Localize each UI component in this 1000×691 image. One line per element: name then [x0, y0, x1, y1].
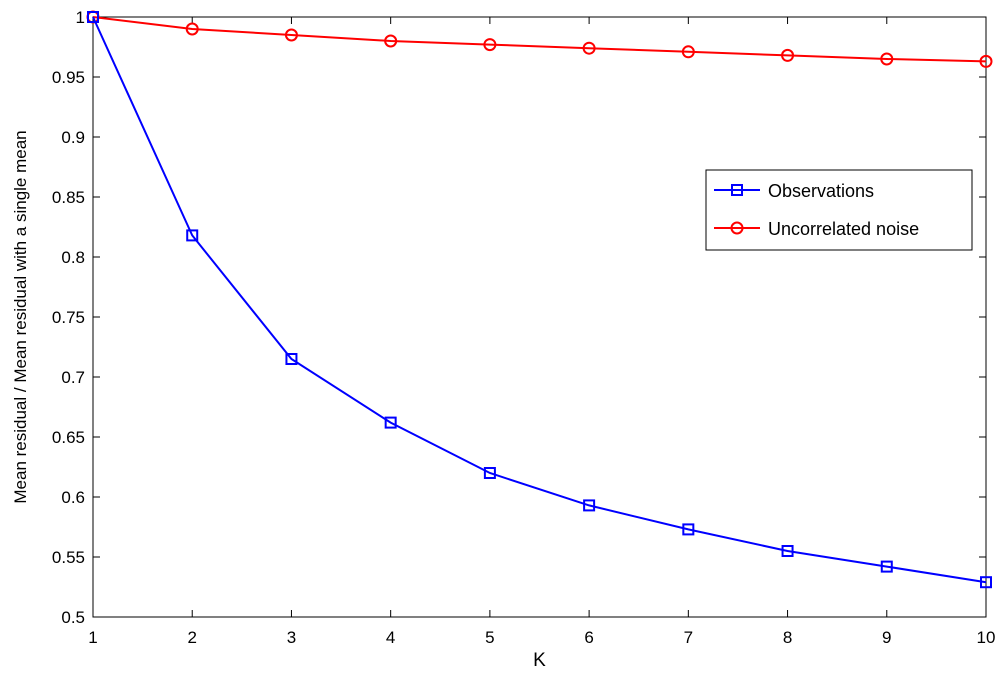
legend-item: Uncorrelated noise	[714, 219, 919, 239]
legend-box	[705, 169, 973, 251]
data-point	[87, 11, 99, 23]
y-axis-label: Mean residual / Mean residual with a sin…	[11, 130, 30, 503]
series-layer	[86, 10, 993, 589]
x-tick-label: 7	[684, 628, 693, 647]
x-tick-label: 6	[584, 628, 593, 647]
series-uncorrelated-noise	[86, 10, 993, 68]
data-point	[582, 41, 596, 55]
legend-item: Observations	[714, 181, 874, 201]
legend: Observations Uncorrelated noise	[705, 169, 973, 251]
x-tick-label: 2	[187, 628, 196, 647]
legend-swatch-marker	[730, 221, 744, 235]
data-point	[781, 545, 794, 557]
data-point	[186, 229, 199, 242]
y-tick-label: 0.55	[52, 548, 85, 567]
y-tick-label: 1	[76, 8, 85, 27]
data-point	[980, 576, 992, 589]
data-point	[483, 38, 497, 52]
data-point	[384, 34, 398, 48]
data-point	[185, 22, 199, 36]
data-point	[681, 45, 695, 59]
x-tick-label: 10	[977, 628, 996, 647]
x-tick-label: 5	[485, 628, 494, 647]
data-point	[979, 54, 993, 68]
series-observations	[87, 11, 992, 589]
y-tick-label: 0.6	[61, 488, 85, 507]
x-axis-label: K	[533, 650, 546, 671]
legend-label: Observations	[768, 181, 874, 201]
x-tick-label: 3	[287, 628, 296, 647]
legend-swatch-marker	[731, 184, 743, 196]
legend-label: Uncorrelated noise	[768, 219, 919, 239]
x-tick-label: 1	[88, 628, 97, 647]
data-point	[284, 28, 298, 42]
series-line	[92, 16, 987, 63]
data-point	[682, 523, 695, 536]
x-tick-label: 4	[386, 628, 395, 647]
y-tick-label: 0.65	[52, 428, 85, 447]
y-tick-label: 0.8	[61, 248, 85, 267]
x-tick-label: 8	[783, 628, 792, 647]
data-point	[880, 560, 893, 573]
axes: 1 2 3 4 5 6 7 8 9 10 0.5 0.55 0.6 0.65 0.7 0.75 0.8 0.85 0…	[11, 8, 995, 671]
y-tick-label: 0.9	[61, 128, 85, 147]
data-point	[880, 52, 894, 66]
data-point	[483, 467, 496, 479]
y-tick-label: 0.7	[61, 368, 85, 387]
x-tick-label: 9	[882, 628, 891, 647]
y-tick-label: 0.85	[52, 188, 85, 207]
data-point	[384, 416, 397, 429]
data-point	[583, 499, 596, 512]
series-line	[92, 16, 987, 584]
y-tick-label: 0.5	[61, 608, 85, 627]
data-point	[781, 48, 795, 62]
data-point	[285, 353, 298, 365]
y-tick-label: 0.95	[52, 68, 85, 87]
y-tick-label: 0.75	[52, 308, 85, 327]
plot-frame	[92, 16, 987, 618]
